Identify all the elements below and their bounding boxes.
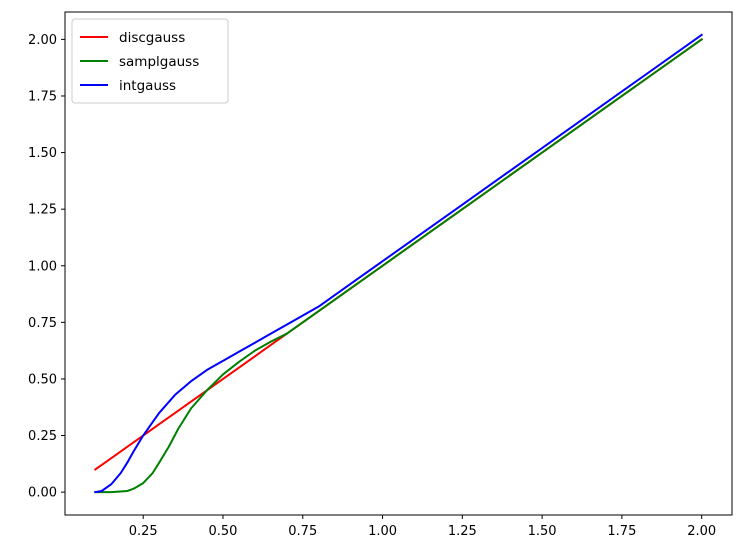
x-tick-label: 1.75 [607,524,636,539]
y-tick-label: 0.50 [28,372,57,387]
x-tick-label: 1.00 [368,524,397,539]
x-tick-label: 0.75 [288,524,317,539]
y-tick-label: 1.75 [28,89,57,104]
y-tick-label: 1.25 [28,203,57,218]
y-axis: 0.00 0.25 0.50 0.75 1.00 1.25 1.50 1.75 2.00 [28,33,65,501]
legend: discgauss samplgauss intgauss [71,18,229,104]
x-tick-label: 2.00 [687,524,716,539]
y-tick-label: 2.00 [28,33,57,48]
series-line-samplgauss [94,37,704,494]
y-tick-label: 0.00 [28,486,57,501]
plot-lines [93,33,704,494]
plot-frame [64,11,733,516]
x-tick-label: 0.25 [129,524,158,539]
y-tick-label: 0.75 [28,316,57,331]
y-tick-label: 1.50 [28,146,57,161]
legend-label-discgauss: discgauss [119,30,185,46]
series-line-intgauss [94,33,704,494]
legend-label-samplgauss: samplgauss [119,54,199,70]
x-tick-label: 0.50 [208,524,237,539]
x-tick-label: 1.25 [448,524,477,539]
legend-box [71,18,229,104]
y-tick-label: 0.25 [28,429,57,444]
y-tick-label: 1.00 [28,259,57,274]
legend-label-intgauss: intgauss [119,78,176,94]
x-tick-label: 1.50 [528,524,557,539]
x-axis: 0.25 0.50 0.75 1.00 1.25 1.50 1.75 2.00 [129,515,716,539]
